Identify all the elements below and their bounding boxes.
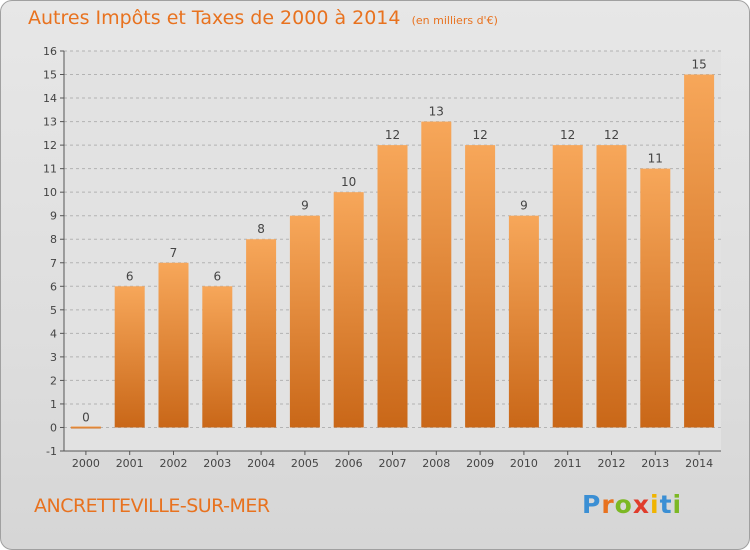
data-label-2004: 8 <box>257 222 265 236</box>
data-label-2005: 9 <box>301 199 309 213</box>
data-label-2002: 7 <box>170 246 178 260</box>
x-tick-label-2010: 2010 <box>510 457 538 470</box>
logo-letter: i <box>672 490 683 519</box>
bar-2003 <box>202 286 233 428</box>
bar-2008 <box>421 121 452 428</box>
data-label-2011: 12 <box>560 128 575 142</box>
x-tick-label-2007: 2007 <box>379 457 407 470</box>
y-tick-label: 4 <box>50 327 57 340</box>
chart-title-group: Autres Impôts et Taxes de 2000 à 2014 (e… <box>28 7 498 29</box>
y-tick-label: 5 <box>50 304 57 317</box>
chart-unit: (en milliers d'€) <box>411 14 498 27</box>
y-tick-label: 14 <box>43 92 57 105</box>
y-tick-label: 8 <box>50 233 57 246</box>
x-tick-label-2009: 2009 <box>466 457 494 470</box>
data-label-2003: 6 <box>213 269 221 283</box>
y-tick-label: 16 <box>43 45 57 58</box>
data-label-2008: 13 <box>429 105 444 119</box>
data-label-2009: 12 <box>472 128 487 142</box>
logo-letter: x <box>632 490 650 519</box>
bar-2012 <box>596 145 627 428</box>
data-label-2001: 6 <box>126 269 134 283</box>
bar-2002 <box>158 262 189 428</box>
y-tick-label: 15 <box>43 69 57 82</box>
y-tick-label: 1 <box>50 398 57 411</box>
bar-2009 <box>465 145 496 428</box>
x-tick-label-2014: 2014 <box>685 457 713 470</box>
bar-2006 <box>333 192 364 428</box>
x-tick-label-2002: 2002 <box>160 457 188 470</box>
y-tick-label: 6 <box>50 280 57 293</box>
y-tick-label: 9 <box>50 210 57 223</box>
data-label-2014: 15 <box>691 58 706 72</box>
logo-letter: i <box>650 490 660 519</box>
y-tick-label: 12 <box>43 139 57 152</box>
proxiti-logo: Proxiti <box>582 490 682 519</box>
bar-2011 <box>552 145 583 428</box>
bar-2013 <box>640 168 671 428</box>
logo-letter: r <box>601 490 615 519</box>
y-tick-label: 3 <box>50 351 57 364</box>
y-tick-label: 7 <box>50 257 57 270</box>
y-tick-label: 2 <box>50 374 57 387</box>
y-tick-label: 11 <box>43 163 57 176</box>
x-tick-label-2000: 2000 <box>72 457 100 470</box>
data-label-2000: 0 <box>82 410 90 424</box>
bar-2010 <box>508 215 539 428</box>
x-tick-label-2004: 2004 <box>247 457 275 470</box>
bar-2004 <box>246 239 277 428</box>
commune-name: ANCRETTEVILLE-SUR-MER <box>34 495 270 517</box>
logo-letter: t <box>659 490 673 519</box>
x-tick-label-2011: 2011 <box>554 457 582 470</box>
x-tick-label-2001: 2001 <box>116 457 144 470</box>
data-label-2007: 12 <box>385 128 400 142</box>
y-tick-label: 13 <box>43 116 57 129</box>
x-tick-label-2013: 2013 <box>641 457 669 470</box>
x-tick-label-2012: 2012 <box>598 457 626 470</box>
bar-2007 <box>377 145 408 428</box>
bar-2000 <box>70 426 101 429</box>
x-tick-label-2003: 2003 <box>203 457 231 470</box>
logo-letter: P <box>582 490 602 519</box>
y-tick-label: 10 <box>43 186 57 199</box>
bar-2005 <box>289 215 320 428</box>
data-label-2010: 9 <box>520 199 528 213</box>
data-label-2012: 12 <box>604 128 619 142</box>
data-label-2013: 11 <box>648 152 663 166</box>
data-label-2006: 10 <box>341 175 356 189</box>
bar-2001 <box>114 286 145 428</box>
x-tick-label-2005: 2005 <box>291 457 319 470</box>
x-tick-label-2008: 2008 <box>422 457 450 470</box>
y-tick-label: -1 <box>46 445 57 458</box>
x-tick-label-2006: 2006 <box>335 457 363 470</box>
chart-title: Autres Impôts et Taxes de 2000 à 2014 <box>28 7 401 29</box>
logo-letter: o <box>614 490 633 519</box>
bar-2014 <box>684 74 715 428</box>
y-tick-label: 0 <box>50 421 57 434</box>
